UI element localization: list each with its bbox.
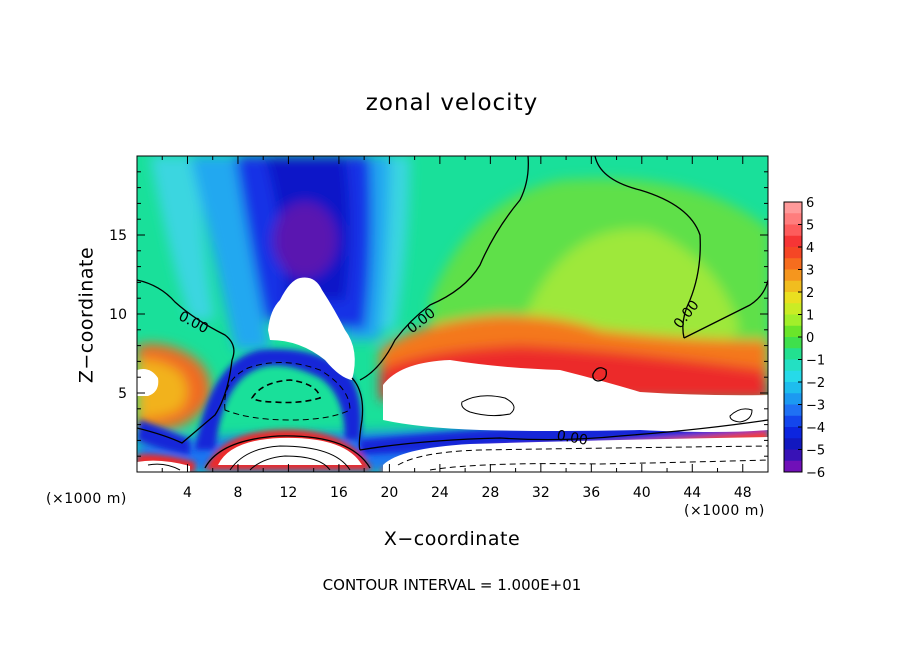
x-tick-label: 48 (734, 485, 752, 501)
colorbar-band (784, 382, 802, 394)
x-tick-label: 4 (183, 485, 192, 501)
y-tick-label: 5 (118, 386, 127, 402)
colorbar-band (784, 348, 802, 360)
chart-title: zonal velocity (365, 90, 539, 116)
x-tick-label: 44 (683, 485, 701, 501)
x-unit-label-left: (×1000 m) (46, 491, 127, 507)
x-unit-label-right: (×1000 m) (684, 503, 765, 519)
colorbar-band (784, 460, 802, 473)
colorbar-band (784, 292, 802, 304)
y-axis-label: Z−coordinate (75, 246, 98, 384)
colorbar-label: 6 (806, 196, 814, 211)
x-axis-label: X−coordinate (383, 528, 521, 550)
zero-contours (137, 156, 768, 469)
colorbar-band (784, 404, 802, 417)
colorbar-band (784, 359, 802, 372)
saturated-regions (137, 277, 768, 472)
colorbar-label: −6 (806, 466, 825, 481)
colorbar-band (784, 449, 802, 462)
colorbar-band (784, 202, 802, 214)
colorbar-label: −3 (806, 399, 825, 414)
negative-contours (224, 361, 768, 471)
colorbar-label: −2 (806, 376, 825, 391)
colorbar-label: −4 (806, 421, 825, 436)
colorbar-band (784, 314, 802, 327)
colorbar-band (784, 303, 802, 315)
colorbar-label: 3 (806, 264, 814, 279)
colorbar: 6 5 4 3 2 1 0 −1 −2 −3 −4 −5 −6 (783, 196, 825, 481)
x-tick-label: 20 (380, 485, 398, 501)
x-tick-label: 36 (582, 485, 600, 501)
colorbar-band (784, 427, 802, 439)
colorbar-label: −5 (806, 444, 825, 459)
colorbar-band (784, 325, 802, 338)
colorbar-band (784, 235, 802, 248)
colorbar-band (784, 258, 802, 270)
contour-interval-note: CONTOUR INTERVAL = 1.000E+01 (322, 576, 582, 594)
colorbar-label: −1 (806, 354, 825, 369)
colorbar-band (784, 247, 802, 259)
colorbar-label: 4 (806, 241, 814, 256)
x-tick-label: 32 (532, 485, 550, 501)
x-tick-label: 12 (280, 485, 298, 501)
colorbar-band (784, 269, 802, 282)
x-tick-label: 24 (431, 485, 449, 501)
x-tick-label: 28 (481, 485, 499, 501)
field-shading (137, 156, 768, 472)
colorbar-label: 1 (806, 309, 814, 324)
colorbar-label: 2 (806, 286, 814, 301)
y-tick-label: 15 (109, 228, 127, 244)
colorbar-label: 0 (806, 331, 814, 346)
velocity-field: 0.00 0.00 0.000.00 (137, 156, 768, 472)
colorbar-band (784, 438, 802, 450)
colorbar-band (784, 280, 802, 293)
x-tick-label: 40 (633, 485, 651, 501)
colorbar-band (784, 393, 802, 405)
colorbar-band (784, 224, 802, 237)
other-contours (147, 395, 753, 471)
colorbar-band (784, 337, 802, 349)
colorbar-band (784, 370, 802, 383)
colorbar-label: 5 (806, 219, 814, 234)
colorbar-band (784, 213, 802, 225)
x-axis-ticks: 4 8 12 16 20 24 28 32 36 40 44 48 (161, 156, 752, 501)
x-tick-label: 16 (330, 485, 348, 501)
x-tick-label: 8 (233, 485, 242, 501)
y-tick-label: 10 (109, 307, 127, 323)
y-axis-ticks: 5 10 15 (109, 171, 768, 457)
contour-label: 0.00 (555, 428, 588, 449)
colorbar-band (784, 415, 802, 428)
